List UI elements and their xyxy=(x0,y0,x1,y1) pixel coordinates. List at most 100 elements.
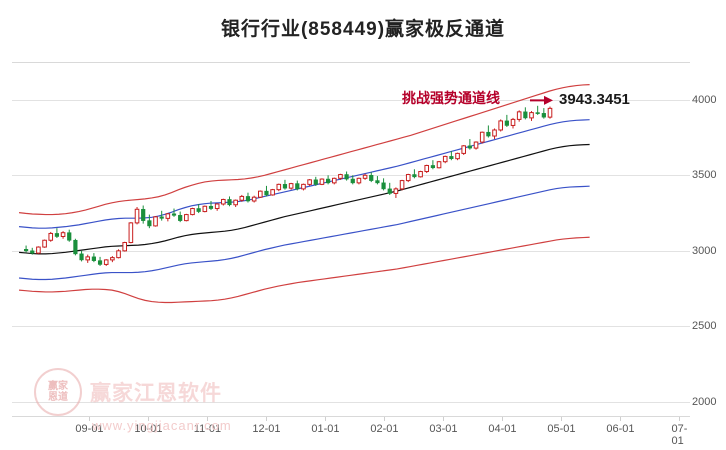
x-tick-label: 09-01 xyxy=(75,423,104,435)
y-tick-label: 2000 xyxy=(692,395,717,408)
candlestick-chart xyxy=(18,84,590,304)
candle xyxy=(42,239,47,248)
candle xyxy=(326,175,331,185)
chart-plot-area xyxy=(12,62,690,417)
candle xyxy=(147,214,152,229)
candle xyxy=(30,247,35,255)
channel-line xyxy=(18,236,590,304)
candle xyxy=(387,182,392,195)
x-tick-mark xyxy=(89,417,91,421)
y-tick-label: 2500 xyxy=(692,320,717,333)
candle xyxy=(54,228,60,238)
candle xyxy=(233,199,238,208)
gridline xyxy=(12,401,690,403)
candle xyxy=(473,141,479,150)
candle xyxy=(547,106,553,119)
candle xyxy=(239,194,245,202)
candle xyxy=(418,170,423,178)
x-tick-label: 04-01 xyxy=(488,423,517,435)
y-axis-labels: 2000 2500 3000 3500 4000 xyxy=(692,62,726,417)
candle xyxy=(399,179,405,191)
candle xyxy=(498,119,503,132)
x-tick-mark xyxy=(561,417,563,421)
x-axis-labels: 09-01 10-01 11-01 12-01 01-01 02-01 03-01 04-01… xyxy=(12,417,690,447)
candle xyxy=(196,204,201,214)
candle xyxy=(295,180,300,191)
x-tick-label: 12-01 xyxy=(252,423,281,435)
x-tick-label: 02-01 xyxy=(370,423,399,435)
x-tick-mark xyxy=(443,417,445,421)
candle xyxy=(535,105,540,115)
candle xyxy=(97,256,103,266)
candle xyxy=(270,188,275,196)
candle xyxy=(492,128,497,140)
candle xyxy=(455,152,460,161)
candle xyxy=(276,183,282,192)
candle xyxy=(405,173,411,183)
channel-line xyxy=(18,84,590,216)
candle xyxy=(369,172,374,183)
x-tick-mark xyxy=(679,417,681,421)
x-tick-mark xyxy=(502,417,504,421)
candle xyxy=(331,177,337,185)
candle xyxy=(171,208,177,217)
candle xyxy=(529,111,534,121)
candle xyxy=(338,173,343,180)
x-tick-label: 01-01 xyxy=(311,423,340,435)
channel-line xyxy=(18,185,590,281)
candle xyxy=(245,192,251,203)
candle xyxy=(381,178,386,191)
candle xyxy=(510,117,516,129)
x-tick-mark xyxy=(384,417,386,421)
candle xyxy=(516,110,522,122)
y-tick-label: 4000 xyxy=(692,93,717,106)
x-tick-label: 11-01 xyxy=(193,423,222,435)
candle xyxy=(128,222,134,244)
candle xyxy=(134,207,140,225)
candle xyxy=(178,211,183,223)
candle xyxy=(288,182,294,190)
candle xyxy=(110,256,115,263)
candle xyxy=(264,185,269,197)
candle xyxy=(79,250,84,262)
candle xyxy=(202,205,208,213)
channel-line xyxy=(18,143,590,255)
candle xyxy=(116,249,121,259)
candle xyxy=(430,160,435,170)
candle xyxy=(153,216,158,227)
candle xyxy=(504,114,509,127)
candle xyxy=(122,241,128,252)
gridline xyxy=(12,250,690,252)
candle xyxy=(190,207,195,216)
y-tick-label: 3500 xyxy=(692,169,717,182)
candle xyxy=(350,175,355,185)
candle xyxy=(436,160,442,169)
candle xyxy=(412,169,417,179)
candle xyxy=(301,183,306,191)
candle xyxy=(313,176,318,186)
annotation-channel-note: 挑战强势通道线 xyxy=(402,90,500,107)
last-price-label: 3943.3451 xyxy=(558,91,630,109)
candle xyxy=(36,246,41,254)
candle xyxy=(103,259,109,266)
candle xyxy=(356,177,362,185)
candle xyxy=(307,179,312,186)
candle xyxy=(375,176,380,185)
candle xyxy=(442,155,448,164)
x-tick-mark xyxy=(207,417,209,421)
candle xyxy=(221,198,226,206)
candle xyxy=(67,229,72,242)
x-tick-label: 03-01 xyxy=(429,423,458,435)
candle xyxy=(486,125,491,138)
candle xyxy=(461,145,467,155)
candle xyxy=(393,187,399,198)
candle xyxy=(251,195,257,203)
candle xyxy=(344,171,349,181)
page-title: 银行行业(858449)赢家极反通道 xyxy=(220,19,506,40)
plot-border xyxy=(12,62,690,417)
x-tick-label: 05-01 xyxy=(547,423,576,435)
candle xyxy=(319,178,325,186)
candle xyxy=(208,200,214,211)
x-tick-mark xyxy=(148,417,150,421)
candle xyxy=(60,231,66,239)
